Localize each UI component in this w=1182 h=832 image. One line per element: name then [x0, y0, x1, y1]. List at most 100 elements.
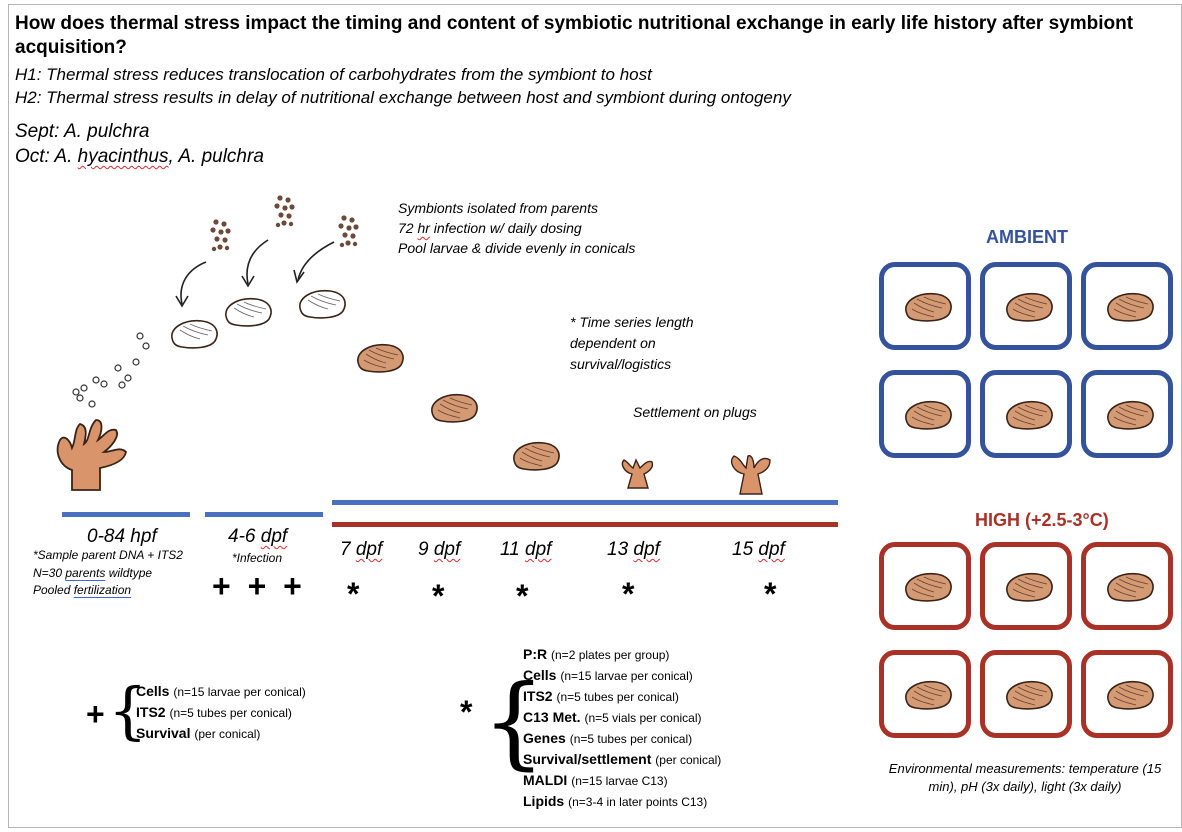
star-marker-15dpf: *: [764, 576, 777, 612]
timepoint-9dpf: 9 dpf: [418, 539, 460, 561]
ambient-conical-6: [1081, 370, 1173, 458]
tp0-note-2c: wildtype: [105, 566, 153, 580]
tp0-note-3b: fertilization: [73, 583, 132, 597]
timepoint-13dpf: 13 dpf: [607, 539, 660, 561]
symbiont-note-2a: 72: [398, 220, 418, 236]
ambient-conical-3: [1081, 262, 1173, 350]
timepoint-15dpf: 15 dpf: [732, 539, 785, 561]
larva-icon: [905, 572, 952, 602]
ambient-conical-2: [980, 262, 1072, 350]
tp4-unit: dpf: [525, 539, 552, 560]
species-oct: Oct: A. hyacinthus, A. pulchra: [15, 145, 264, 169]
star-legend-item: Genes (n=5 tubes per conical): [523, 728, 721, 749]
hypothesis-2: H2: Thermal stress results in delay of n…: [15, 88, 791, 107]
hypothesis-1: H1: Thermal stress reduces translocation…: [15, 65, 652, 84]
timepoint-4-6dpf: 4-6 dpf: [228, 526, 287, 548]
larva-icon: [1107, 680, 1154, 710]
larva-icon: [1006, 400, 1053, 430]
ambient-label: AMBIENT: [986, 227, 1068, 247]
time-series-note-3: survival/logistics: [570, 356, 672, 372]
environmental-measurements-note: Environmental measurements: temperature …: [888, 761, 1162, 794]
time-series-note-2: dependent on: [570, 335, 656, 351]
high-conical-4: [879, 650, 971, 738]
tp0-note-3: Pooled fertilization: [33, 582, 131, 599]
legend-item-name: Cells: [136, 683, 170, 699]
symbiont-note-2b: hr: [417, 220, 430, 236]
star-legend-item: C13 Met. (n=5 vials per conical): [523, 707, 721, 728]
tp1-num: 4-6: [228, 526, 261, 547]
legend-item-detail: (n=5 tubes per conical): [556, 690, 679, 704]
time-series-note-1: * Time series length: [570, 314, 694, 330]
star-legend-brace: {: [482, 663, 546, 780]
tp5-unit: dpf: [633, 539, 660, 560]
ambient-conical-5: [980, 370, 1072, 458]
species-sept: Sept: A. pulchra: [15, 121, 150, 142]
plus-legend-item: Survival (per conical): [136, 723, 306, 744]
legend-item-name: Genes: [523, 730, 566, 746]
high-conical-2: [980, 542, 1072, 630]
settlement-note: Settlement on plugs: [633, 404, 757, 420]
larva-icon: [1006, 292, 1053, 322]
larva-icon: [1107, 292, 1154, 322]
tp6-num: 15: [732, 539, 759, 560]
legend-item-detail: (n=5 tubes per conical): [169, 706, 292, 720]
symbiont-note-3: Pool larvae & divide evenly in conicals: [398, 240, 636, 256]
tp0-note-2: N=30 parents wildtype: [33, 565, 152, 582]
high-conical-1: [879, 542, 971, 630]
timepoint-7dpf: 7 dpf: [340, 539, 382, 561]
legend-item-name: MALDI: [523, 772, 568, 788]
star-marker-9dpf: *: [432, 578, 445, 614]
timeline-bar-0-84hpf: [62, 512, 190, 517]
plus-legend-symbol: +: [86, 696, 109, 732]
species-oct-hyacinthus: hyacinthus: [77, 146, 169, 167]
larva-icon: [1006, 572, 1053, 602]
tp4-num: 11: [500, 539, 526, 560]
legend-item-name: ITS2: [136, 704, 166, 720]
larva-icon: [905, 292, 952, 322]
tp3-num: 9: [418, 539, 434, 560]
legend-item-detail: (n=15 larvae per conical): [173, 685, 306, 699]
legend-item-name: P:R: [523, 646, 548, 662]
star-legend-item: MALDI (n=15 larvae C13): [523, 770, 721, 791]
plus-legend-item: Cells (n=15 larvae per conical): [136, 681, 306, 702]
symbiont-note-2: 72 hr infection w/ daily dosing: [398, 218, 582, 239]
ambient-conical-1: [879, 262, 971, 350]
legend-item-detail: (n=2 plates per group): [551, 648, 670, 662]
larva-icon: [1006, 680, 1053, 710]
tp1-unit: dpf: [260, 526, 288, 547]
plus-legend-item: ITS2 (n=5 tubes per conical): [136, 702, 306, 723]
tp0-note-2a: N=30: [33, 566, 66, 580]
star-legend-item: Lipids (n=3-4 in later points C13): [523, 791, 721, 812]
legend-item-name: Cells: [523, 667, 557, 683]
timepoint-0-84hpf: 0-84 hpf: [87, 526, 157, 547]
ambient-conical-4: [879, 370, 971, 458]
species-oct-prefix: Oct: A.: [15, 146, 78, 167]
legend-item-detail: (n=3-4 in later points C13): [568, 795, 708, 809]
timepoint-11dpf: 11 dpf: [500, 539, 551, 561]
legend-item-detail: (n=15 larvae per conical): [560, 669, 693, 683]
legend-item-name: ITS2: [523, 688, 553, 704]
timeline-bar-high: [332, 522, 838, 527]
larva-icon: [905, 400, 952, 430]
star-legend-item: P:R (n=2 plates per group): [523, 644, 721, 665]
legend-item-name: Survival: [136, 725, 191, 741]
high-conical-6: [1081, 650, 1173, 738]
infection-label: *Infection: [232, 551, 283, 565]
tp0-note-2b: parents: [65, 566, 106, 580]
plus-markers: + + +: [212, 568, 306, 604]
research-question: How does thermal stress impact the timin…: [15, 13, 1134, 58]
larva-icon: [1107, 572, 1154, 602]
star-legend-list: P:R (n=2 plates per group) Cells (n=15 l…: [523, 644, 721, 812]
star-legend-item: ITS2 (n=5 tubes per conical): [523, 686, 721, 707]
species-oct-suffix: , A. pulchra: [168, 146, 264, 167]
legend-item-detail: (n=5 vials per conical): [584, 711, 702, 725]
star-marker-11dpf: *: [516, 578, 529, 614]
tp3-unit: dpf: [433, 539, 461, 560]
tp0-note-3a: Pooled: [33, 583, 74, 597]
legend-item-name: Lipids: [523, 793, 565, 809]
legend-item-detail: (n=15 larvae C13): [571, 774, 668, 788]
legend-item-name: Survival/settlement: [523, 751, 652, 767]
star-marker-13dpf: *: [622, 576, 635, 612]
legend-item-detail: (per conical): [655, 753, 722, 767]
